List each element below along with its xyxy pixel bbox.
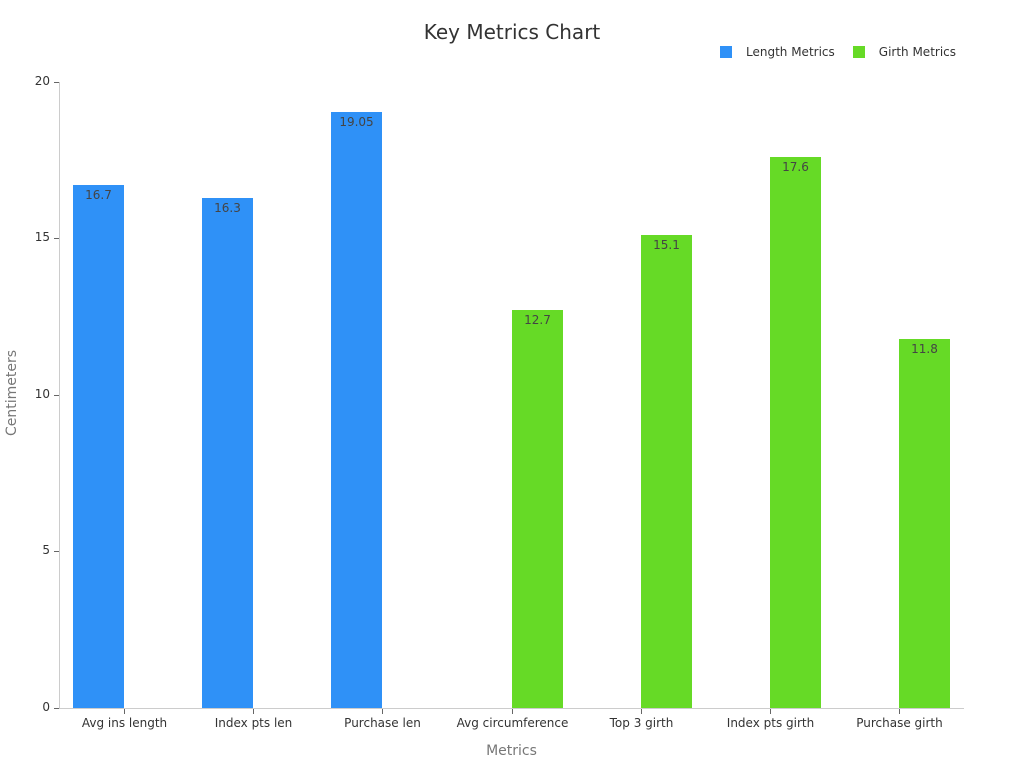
bar-avg-ins-length[interactable]: 16.7 (73, 185, 124, 708)
x-tick-label: Index pts girth (726, 716, 815, 730)
bar-value-label: 11.8 (911, 342, 938, 356)
chart-title: Key Metrics Chart (423, 20, 601, 44)
x-tick (382, 709, 383, 714)
legend-item-girth[interactable]: Girth Metrics (852, 45, 957, 59)
bar-value-label: 16.7 (85, 188, 112, 202)
legend-item-length[interactable]: Length Metrics (720, 45, 835, 59)
y-axis (59, 82, 60, 709)
y-axis-title: Centimeters (4, 349, 20, 437)
y-tick-label: 5 (42, 543, 50, 557)
y-tick (54, 708, 59, 709)
legend-label-length: Length Metrics (746, 45, 835, 59)
bar-value-label: 12.7 (524, 313, 551, 327)
y-tick (54, 238, 59, 239)
x-tick (124, 709, 125, 714)
x-tick (512, 709, 513, 714)
y-tick-label: 15 (34, 230, 50, 244)
x-tick (899, 709, 900, 714)
bar-value-label: 19.05 (339, 115, 374, 129)
x-tick (253, 709, 254, 714)
x-tick-label: Avg circumference (456, 716, 569, 730)
x-tick-label: Avg ins length (81, 716, 168, 730)
bar-index-pts-girth[interactable]: 17.6 (770, 157, 821, 708)
x-tick (770, 709, 771, 714)
x-tick-label: Purchase girth (856, 716, 943, 730)
bar-value-label: 17.6 (782, 160, 809, 174)
x-axis (59, 708, 964, 709)
bar-value-label: 16.3 (214, 201, 241, 215)
y-tick-label: 20 (34, 74, 50, 88)
y-tick (54, 395, 59, 396)
bar-purchase-len[interactable]: 19.05 (331, 112, 382, 708)
x-tick (641, 709, 642, 714)
bar-avg-circumference[interactable]: 12.7 (512, 310, 563, 708)
x-tick-label: Purchase len (344, 716, 421, 730)
bar-index-pts-len[interactable]: 16.3 (202, 198, 253, 708)
legend: Length Metrics Girth Metrics (720, 45, 974, 59)
y-tick (54, 82, 59, 83)
x-tick-label: Top 3 girth (609, 716, 674, 730)
x-tick-label: Index pts len (214, 716, 293, 730)
bar-top-3-girth[interactable]: 15.1 (641, 235, 692, 708)
y-tick-label: 10 (34, 387, 50, 401)
legend-label-girth: Girth Metrics (878, 45, 957, 59)
bar-purchase-girth[interactable]: 11.8 (899, 339, 950, 708)
y-tick (54, 551, 59, 552)
x-axis-title: Metrics (486, 743, 537, 759)
y-tick-label: 0 (42, 700, 50, 714)
legend-swatch-girth (852, 46, 865, 58)
bar-value-label: 15.1 (653, 238, 680, 252)
legend-swatch-length (720, 46, 732, 58)
